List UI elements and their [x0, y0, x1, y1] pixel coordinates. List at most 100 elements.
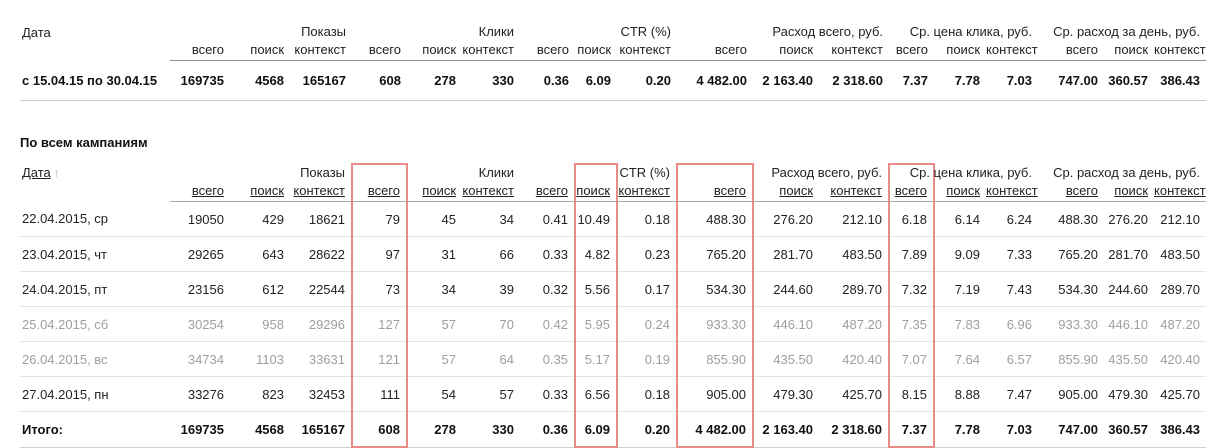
- table-row: 22.04.2015, ср 19050 429 18621 79 45 34 0.41 10.…: [20, 201, 1206, 237]
- value-cell: 244.60: [1104, 271, 1154, 307]
- value-cell: 6.14: [934, 201, 986, 237]
- value-cell: 0.24: [617, 306, 677, 342]
- column-sort-link[interactable]: контекст: [986, 183, 1038, 198]
- column-sort-link[interactable]: поиск: [779, 183, 813, 198]
- value-cell: 386.43: [1154, 411, 1206, 448]
- value-cell: 31: [407, 236, 462, 272]
- value-cell: 289.70: [819, 271, 889, 307]
- sub-header-поиск: поиск: [753, 40, 819, 61]
- column-sort-link[interactable]: поиск: [576, 183, 610, 198]
- group-header-spacer: [352, 24, 407, 40]
- value-cell: 212.10: [819, 201, 889, 237]
- column-sort-link[interactable]: контекст: [618, 183, 670, 198]
- value-cell: 18621: [290, 201, 352, 237]
- table-row: 25.04.2015, сб 30254 958 29296 127 57 70 0.42 5.…: [20, 306, 1206, 342]
- value-cell: 0.35: [520, 341, 575, 377]
- group-header: Ср. цена клика, руб.: [910, 164, 1038, 181]
- group-header-spacer: [677, 24, 753, 40]
- group-header: Клики: [462, 24, 520, 40]
- value-cell: 612: [230, 271, 290, 307]
- sub-header-контекст: контекст: [819, 181, 889, 202]
- value-cell: 32453: [290, 376, 352, 412]
- value-cell: 2 163.40: [753, 60, 819, 101]
- value-cell: 0.18: [617, 376, 677, 412]
- sub-header-поиск: поиск: [1104, 40, 1154, 61]
- value-cell: 435.50: [1104, 341, 1154, 377]
- value-cell: 0.32: [520, 271, 575, 307]
- value-cell: 4568: [230, 411, 290, 448]
- value-cell: 5.56: [574, 271, 618, 307]
- value-cell: 64: [462, 341, 520, 377]
- group-header: Клики: [462, 164, 520, 181]
- sub-header-всего: всего: [677, 40, 753, 61]
- value-cell: 6.96: [986, 306, 1038, 342]
- column-sort-link[interactable]: всего: [1065, 183, 1098, 198]
- all-campaigns-table: Дата ↑ Показы Клики CTR (%) Расход всего, руб…: [20, 163, 1206, 448]
- value-cell: 905.00: [1038, 376, 1104, 412]
- value-cell: 0.36: [520, 60, 575, 101]
- group-header: Расход всего, руб.: [772, 24, 889, 40]
- sub-header-всего: всего: [676, 181, 754, 202]
- column-sort-link[interactable]: всего: [367, 183, 400, 198]
- value-cell: 19050: [170, 201, 230, 237]
- value-cell: 4 482.00: [676, 411, 754, 448]
- value-cell: 7.83: [934, 306, 986, 342]
- value-cell: 0.33: [520, 236, 575, 272]
- column-sort-link[interactable]: контекст: [462, 183, 514, 198]
- row-date-cell: 23.04.2015, чт: [20, 236, 170, 272]
- value-cell: 34734: [170, 341, 230, 377]
- column-sort-link[interactable]: контекст: [1154, 183, 1206, 198]
- column-sort-link[interactable]: всего: [191, 183, 224, 198]
- value-cell: 5.95: [574, 306, 618, 342]
- value-cell: 165167: [290, 60, 352, 101]
- row-date-cell: 24.04.2015, пт: [20, 271, 170, 307]
- value-cell: 57: [407, 306, 462, 342]
- value-cell: 66: [462, 236, 520, 272]
- sub-header-контекст: контекст: [986, 40, 1038, 61]
- value-cell: 165167: [290, 411, 352, 448]
- group-header-label: Расход всего, руб.: [772, 24, 883, 39]
- column-sort-link[interactable]: поиск: [946, 183, 980, 198]
- value-cell: 39: [462, 271, 520, 307]
- section-title: По всем кампаниям: [20, 135, 148, 150]
- value-cell: 57: [462, 376, 520, 412]
- value-cell: 6.24: [986, 201, 1038, 237]
- group-header-spacer: [407, 24, 462, 40]
- sort-ascending-icon: ↑: [53, 166, 60, 180]
- value-cell: 488.30: [1038, 201, 1104, 237]
- column-sort-link[interactable]: поиск: [250, 183, 284, 198]
- value-cell: 73: [351, 271, 408, 307]
- column-sort-link[interactable]: поиск: [1114, 183, 1148, 198]
- column-sort-link[interactable]: всего: [894, 183, 927, 198]
- value-cell: 360.57: [1104, 411, 1154, 448]
- value-cell: 0.18: [617, 201, 677, 237]
- column-sort-link[interactable]: всего: [535, 183, 568, 198]
- value-cell: 28622: [290, 236, 352, 272]
- group-header: CTR (%): [617, 24, 677, 40]
- value-cell: 4568: [230, 60, 290, 101]
- column-sort-link[interactable]: контекст: [293, 183, 345, 198]
- value-cell: 905.00: [676, 376, 754, 412]
- value-cell: 212.10: [1154, 201, 1206, 237]
- table-row: 26.04.2015, вс 34734 1103 33631 121 57 64 0.35 5…: [20, 341, 1206, 377]
- sub-header-поиск: поиск: [575, 40, 617, 61]
- total-row: Итого: 169735 4568 165167 608 278 330 0.36 6.09 0…: [20, 411, 1206, 448]
- date-sort-link[interactable]: Дата: [22, 165, 51, 180]
- value-cell: 2 163.40: [753, 411, 819, 448]
- row-date-cell: 25.04.2015, сб: [20, 306, 170, 342]
- column-sort-link[interactable]: всего: [713, 183, 746, 198]
- value-cell: 483.50: [1154, 236, 1206, 272]
- value-cell: 7.47: [986, 376, 1038, 412]
- sub-header-контекст: контекст: [290, 40, 352, 61]
- value-cell: 4 482.00: [677, 60, 753, 101]
- value-cell: 33631: [290, 341, 352, 377]
- value-cell: 7.43: [986, 271, 1038, 307]
- value-cell: 608: [352, 60, 407, 101]
- column-sort-link[interactable]: контекст: [830, 183, 882, 198]
- group-header-label: Показы: [300, 165, 345, 180]
- value-cell: 608: [351, 411, 408, 448]
- sub-header-поиск: поиск: [230, 40, 290, 61]
- value-cell: 7.37: [889, 60, 934, 101]
- group-header: Показы: [290, 24, 352, 40]
- column-sort-link[interactable]: поиск: [422, 183, 456, 198]
